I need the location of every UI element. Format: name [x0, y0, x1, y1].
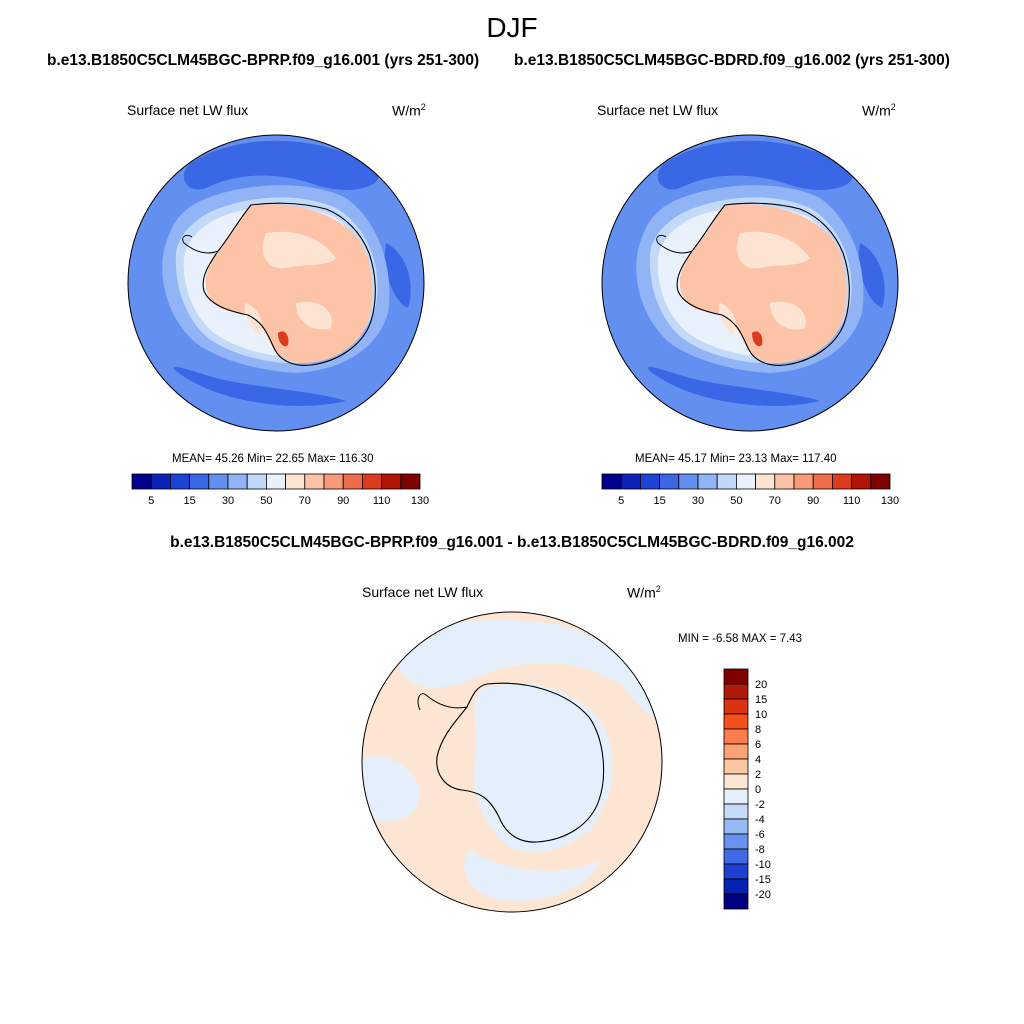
case2-title: b.e13.B1850C5CLM45BGC-BDRD.f09_g16.002 (… — [514, 52, 950, 69]
diff-colorbar-tick-label: -15 — [755, 874, 771, 886]
diff-colorbar-tick-label: -4 — [755, 814, 765, 826]
case1-colorbar-tick-label: 90 — [337, 495, 349, 507]
diff-colorbar-swatch-13 — [723, 863, 749, 880]
case2-colorbar-tick-label: 15 — [653, 495, 665, 507]
diff-colorbar-swatch-4 — [723, 728, 749, 745]
diff-colorbar-swatch-10 — [723, 818, 749, 835]
case2-stats: MEAN= 45.17 Min= 23.13 Max= 117.40 — [635, 453, 837, 465]
case1-colorbar-tick-label: 5 — [148, 495, 154, 507]
diff-colorbar-tick-label: -8 — [755, 844, 765, 856]
case2-colorbar-swatch-8 — [755, 473, 776, 490]
case1-map-border — [127, 134, 425, 432]
case2-map-border — [601, 134, 899, 432]
case1-colorbar-tick-label: 110 — [373, 495, 391, 507]
case2-colorbar-swatch-11 — [812, 473, 833, 490]
case2-colorbar-swatch-2 — [640, 473, 661, 490]
case2-units: W/m2 — [862, 102, 896, 119]
case1-colorbar-tick-label: 130 — [411, 495, 429, 507]
diff-colorbar-tick-label: 15 — [755, 694, 767, 706]
diff-colorbar-tick-label: 6 — [755, 739, 761, 751]
case2-colorbar-swatch-14 — [870, 473, 891, 490]
case1-title: b.e13.B1850C5CLM45BGC-BPRP.f09_g16.001 (… — [47, 52, 480, 69]
diff-stats: MIN = -6.58 MAX = 7.43 — [678, 633, 803, 645]
case1-units: W/m2 — [392, 102, 426, 119]
diff-colorbar-tick-label: 0 — [755, 784, 761, 796]
case1-colorbar-swatch-4 — [208, 473, 229, 490]
case1-colorbar-swatch-7 — [265, 473, 286, 490]
case1-colorbar-swatch-2 — [169, 473, 190, 490]
case1-colorbar-tick-label: 70 — [299, 495, 311, 507]
case2-colorbar-swatch-13 — [851, 473, 872, 490]
diff-colorbar-swatch-3 — [723, 713, 749, 730]
diff-colorbar-tick-label: 8 — [755, 724, 761, 736]
case2-colorbar-swatch-1 — [620, 473, 641, 490]
diff-units: W/m2 — [627, 584, 661, 601]
case1-colorbar-swatch-11 — [342, 473, 363, 490]
case2-colorbar: 5 15 30 50 70 90 110 130 — [601, 473, 899, 507]
case2-colorbar-swatch-7 — [736, 473, 757, 490]
diff-map-border — [361, 611, 663, 913]
case1-colorbar-swatch-13 — [381, 473, 402, 490]
case1-variable-label: Surface net LW flux — [127, 102, 249, 118]
diff-colorbar-tick-label: 10 — [755, 709, 767, 721]
case1-colorbar-swatch-1 — [150, 473, 171, 490]
diff-variable-label: Surface net LW flux — [362, 584, 484, 600]
case1-colorbar-swatch-12 — [361, 473, 382, 490]
case1-colorbar-tick-label: 30 — [222, 495, 234, 507]
case1-colorbar-swatch-9 — [304, 473, 325, 490]
case2-variable-label: Surface net LW flux — [597, 102, 719, 118]
season-title: DJF — [486, 12, 538, 43]
case2-colorbar-swatch-3 — [659, 473, 680, 490]
case2-colorbar-tick-label: 70 — [769, 495, 781, 507]
diff-colorbar-tick-label: -2 — [755, 799, 765, 811]
case1-colorbar-tick-label: 15 — [183, 495, 195, 507]
diff-colorbar-tick-label: 4 — [755, 754, 761, 766]
diff-colorbar-swatch-1 — [723, 683, 749, 700]
case2-colorbar-tick-label: 90 — [807, 495, 819, 507]
case2-colorbar-swatch-6 — [716, 473, 737, 490]
diff-colorbar-tick-label: -6 — [755, 829, 765, 841]
diff-colorbar-swatch-11 — [723, 833, 749, 850]
case2-colorbar-tick-label: 50 — [730, 495, 742, 507]
case2-colorbar-tick-label: 130 — [881, 495, 899, 507]
diff-colorbar-swatch-9 — [723, 803, 749, 820]
case1-colorbar-swatch-10 — [323, 473, 344, 490]
diff-colorbar-tick-label: 20 — [755, 679, 767, 691]
case1-colorbar-swatch-14 — [400, 473, 421, 490]
diff-colorbar-swatch-0 — [723, 668, 749, 685]
case1-colorbar-swatch-5 — [227, 473, 248, 490]
diff-map — [362, 612, 662, 912]
diff-colorbar-tick-label: 2 — [755, 769, 761, 781]
case2-colorbar-swatch-4 — [678, 473, 699, 490]
diff-colorbar-swatch-5 — [723, 743, 749, 760]
case1-colorbar-swatch-3 — [189, 473, 210, 490]
case2-colorbar-swatch-0 — [601, 473, 622, 490]
case2-colorbar-swatch-10 — [793, 473, 814, 490]
case1-colorbar: 5 15 30 50 70 90 110 130 — [131, 473, 429, 507]
diff-colorbar-swatch-7 — [723, 773, 749, 790]
case1-colorbar-swatch-8 — [285, 473, 306, 490]
diff-colorbar-swatch-8 — [723, 788, 749, 805]
case2-colorbar-swatch-12 — [832, 473, 853, 490]
case1-colorbar-swatch-6 — [246, 473, 267, 490]
diff-colorbar-swatch-15 — [723, 893, 749, 910]
case1-colorbar-swatch-0 — [131, 473, 152, 490]
case2-colorbar-swatch-5 — [697, 473, 718, 490]
case2-colorbar-tick-label: 110 — [843, 495, 861, 507]
case2-colorbar-swatch-9 — [774, 473, 795, 490]
diff-colorbar-tick-label: -10 — [755, 859, 771, 871]
diff-colorbar-swatch-2 — [723, 698, 749, 715]
diff-colorbar-swatch-6 — [723, 758, 749, 775]
case2-colorbar-tick-label: 5 — [618, 495, 624, 507]
diff-title: b.e13.B1850C5CLM45BGC-BPRP.f09_g16.001 -… — [170, 534, 854, 551]
case1-stats: MEAN= 45.26 Min= 22.65 Max= 116.30 — [172, 453, 374, 465]
diff-colorbar-swatch-14 — [723, 878, 749, 895]
diff-colorbar-swatch-12 — [723, 848, 749, 865]
case1-colorbar-tick-label: 50 — [260, 495, 272, 507]
diff-colorbar-tick-label: -20 — [755, 889, 771, 901]
case2-colorbar-tick-label: 30 — [692, 495, 704, 507]
